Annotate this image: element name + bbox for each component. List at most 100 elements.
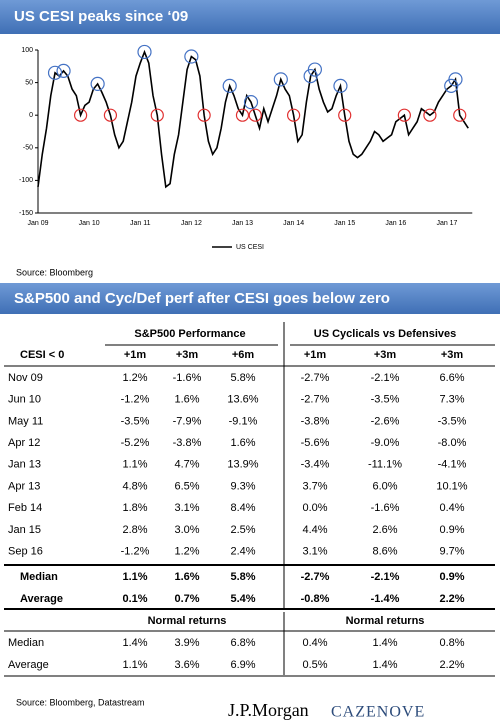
table-cell: 0.8% xyxy=(439,637,464,649)
row-label: Feb 14 xyxy=(8,502,42,514)
y-tick-label: -100 xyxy=(19,177,33,184)
row-label: May 11 xyxy=(8,415,43,427)
table-cell: 2.4% xyxy=(230,546,255,558)
line xyxy=(37,49,469,189)
table-cell: 2.2% xyxy=(439,659,464,671)
table-cell: -1.6% xyxy=(371,502,400,514)
table-cell: 1.4% xyxy=(372,637,397,649)
peak-marker xyxy=(184,49,199,64)
group-header: Normal returns xyxy=(148,615,227,627)
peak-marker xyxy=(307,62,322,77)
zero-crossing-marker xyxy=(73,108,88,122)
table-cell: 1.2% xyxy=(174,546,199,558)
table-cell: 8.6% xyxy=(372,546,397,558)
x-tick-label: Jan 09 xyxy=(27,220,48,227)
zero-crossing-marker xyxy=(150,108,164,122)
table-cell: -4.1% xyxy=(438,459,467,471)
table-cell: 6.0% xyxy=(372,480,397,492)
table-cell: 2.2% xyxy=(439,593,464,605)
table-cell: -2.7% xyxy=(301,571,330,583)
table-cell: 1.1% xyxy=(122,659,147,671)
table-cell: 1.6% xyxy=(230,437,255,449)
table-cell: -3.4% xyxy=(301,459,330,471)
table-cell: 3.1% xyxy=(174,502,199,514)
table-cell: 6.9% xyxy=(230,659,255,671)
row-label: Median xyxy=(20,571,58,583)
zero-crossing-marker xyxy=(453,108,467,122)
group-header: S&P500 Performance xyxy=(134,328,245,340)
row-label: Jun 10 xyxy=(8,394,41,406)
zero-crossing-marker xyxy=(235,108,250,122)
table-cell: -2.7% xyxy=(301,394,330,406)
table-cell: 1.6% xyxy=(174,394,199,406)
table-cell: 0.5% xyxy=(302,659,327,671)
table-cell: +1m xyxy=(124,349,147,361)
table-cell: -9.1% xyxy=(229,415,258,427)
peak-marker xyxy=(273,72,288,87)
peak-marker xyxy=(90,76,105,92)
table-cell: 3.7% xyxy=(302,480,327,492)
table-cell: 0.9% xyxy=(439,524,464,536)
header-bar xyxy=(0,283,500,314)
table-cell: +3m xyxy=(176,349,199,361)
zero-crossing-marker xyxy=(338,108,352,122)
table-cell: -5.6% xyxy=(301,437,330,449)
y-tick-label: 50 xyxy=(25,79,33,86)
table-cell: 2.5% xyxy=(230,524,255,536)
x-tick-label: Jan 10 xyxy=(79,220,100,227)
y-tick-label: 0 xyxy=(29,112,33,119)
table-cell: 1.8% xyxy=(122,502,147,514)
table-cell: 0.9% xyxy=(439,571,464,583)
y-tick-label: 100 xyxy=(21,47,33,54)
table-cell: -2.7% xyxy=(301,372,330,384)
row-label: Sep 16 xyxy=(8,546,43,558)
x-tick-label: Jan 16 xyxy=(385,220,406,227)
table-cell: -1.2% xyxy=(121,394,150,406)
x-tick-label: Jan 15 xyxy=(334,220,355,227)
table-cell: 10.1% xyxy=(436,480,467,492)
table-cell: 0.0% xyxy=(302,502,327,514)
table-cell: 2.8% xyxy=(122,524,147,536)
source: Source: Bloomberg, Datastream xyxy=(16,697,145,707)
table-cell: -3.5% xyxy=(438,415,467,427)
table-cell: -5.2% xyxy=(121,437,150,449)
table-cell: +3m xyxy=(374,349,397,361)
table-cell: 1.2% xyxy=(122,372,147,384)
table-cell: 4.4% xyxy=(302,524,327,536)
header-title: US CESI peaks since ‘09 xyxy=(14,8,188,25)
table-cell: 1.6% xyxy=(174,571,199,583)
group-header: Normal returns xyxy=(346,615,425,627)
peak-marker xyxy=(448,72,463,87)
table-cell: 1.4% xyxy=(372,659,397,671)
table-cell: 0.4% xyxy=(302,637,327,649)
table-cell: 1.1% xyxy=(122,459,147,471)
x-tick-label: Jan 17 xyxy=(436,220,457,227)
table-cell: -3.5% xyxy=(371,394,400,406)
table-cell: +6m xyxy=(232,349,255,361)
zero-crossing-marker xyxy=(423,108,437,122)
peak-marker xyxy=(137,44,152,60)
table-cell: -8.0% xyxy=(438,437,467,449)
table-cell: -1.2% xyxy=(121,546,150,558)
peak-marker xyxy=(222,78,237,93)
table-cell: 0.1% xyxy=(122,593,147,605)
table-cell: 8.4% xyxy=(230,502,255,514)
brand: J.P.Morgan xyxy=(228,700,309,720)
row-label: CESI < 0 xyxy=(20,349,64,361)
row-label: Median xyxy=(8,637,44,649)
zero-crossing-marker xyxy=(197,108,211,122)
table-cell: 2.6% xyxy=(372,524,397,536)
table-cell: -2.1% xyxy=(371,571,400,583)
table-cell: -1.4% xyxy=(371,593,400,605)
table-cell: 9.3% xyxy=(230,480,255,492)
table-cell: 5.8% xyxy=(230,571,255,583)
zero-crossing-marker xyxy=(103,108,118,122)
legend-label: US CESI xyxy=(236,244,264,251)
row-label: Apr 12 xyxy=(8,437,40,449)
table-cell: 3.1% xyxy=(302,546,327,558)
table-cell: -11.1% xyxy=(368,459,402,471)
zero-crossing-marker xyxy=(287,108,301,122)
table-cell: -0.8% xyxy=(301,593,330,605)
